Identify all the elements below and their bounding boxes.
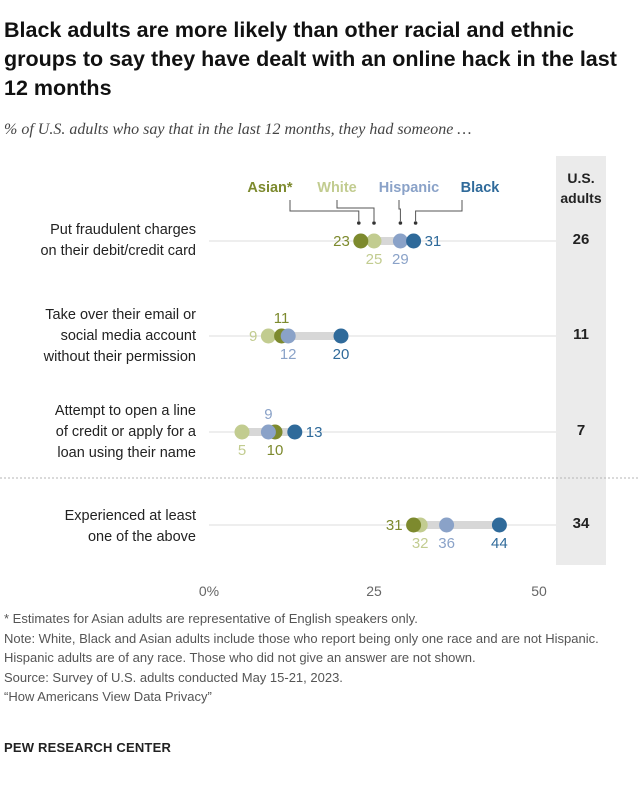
data-label-hispanic: 29 [392, 251, 409, 268]
us-adults-value: 26 [572, 231, 590, 248]
chart-title: Black adults are more likely than other … [4, 18, 617, 100]
note-source: Source: Survey of U.S. adults conducted … [4, 669, 343, 685]
legend-leader-end [413, 221, 418, 225]
x-tick-label: 50 [531, 583, 547, 599]
notes: * Estimates for Asian adults are represe… [4, 609, 629, 707]
data-label-black: 44 [491, 535, 508, 552]
legend-leader-black [415, 200, 463, 221]
us-adults-value: 7 [576, 422, 586, 439]
brand-logo-text: PEW RESEARCH CENTER [4, 740, 172, 755]
legend-leader-end [357, 221, 361, 225]
dot-hispanic [280, 328, 296, 344]
data-label-black: 31 [425, 233, 442, 250]
data-label-asian: 23 [333, 233, 350, 250]
x-tick-label: 0% [199, 583, 219, 599]
dot-plot: 0% 25 50 23 25 29 31 11 9 12 20 10 5 9 13 31 32 36 44 Asian… [0, 180, 640, 599]
note-report-title: “How Americans View Data Privacy” [4, 689, 212, 704]
data-label-hispanic: 36 [438, 535, 455, 552]
data-label-hispanic: 12 [280, 346, 297, 363]
dot-asian [353, 233, 369, 249]
row-label-line: without their permission [43, 349, 196, 365]
row-label-line: social media account [60, 328, 196, 344]
x-tick-label: 25 [366, 583, 382, 599]
data-label-white: 32 [412, 535, 429, 552]
dot-black [287, 424, 303, 440]
dot-white [366, 233, 382, 249]
row-label-line: loan using their name [57, 445, 196, 461]
row-label-line: of credit or apply for a [55, 424, 196, 440]
data-label-asian: 31 [386, 517, 403, 534]
row-label-any-of-above: Experienced at least one of the above [0, 506, 196, 548]
dot-white [260, 328, 276, 344]
legend-leader-white [336, 200, 375, 221]
chart-subtitle: % of U.S. adults who say that in the las… [4, 121, 472, 138]
legend-leader-end [398, 221, 403, 225]
legend-black: Black [461, 180, 501, 196]
row-label-credit-line: Attempt to open a line of credit or appl… [0, 401, 196, 464]
legend-asian: Asian* [247, 180, 292, 196]
dot-white [234, 424, 250, 440]
us-adults-header-line1: U.S. [567, 170, 595, 186]
row-label-line: Put fraudulent charges [50, 222, 196, 238]
data-label-white: 9 [249, 328, 257, 345]
row-label-line: Take over their email or [45, 307, 196, 323]
data-label-asian: 10 [267, 442, 284, 459]
us-adults-header-line2: adults [560, 190, 602, 206]
dot-black [491, 517, 507, 533]
dot-black [406, 233, 422, 249]
legend-white: White [317, 180, 356, 196]
row-label-email-takeover: Take over their email or social media ac… [0, 305, 196, 368]
dot-hispanic [260, 424, 276, 440]
us-adults-band [556, 156, 606, 565]
data-label-white: 5 [238, 442, 246, 459]
note-methodology: Note: White, Black and Asian adults incl… [4, 630, 599, 666]
data-label-hispanic: 9 [264, 406, 272, 423]
data-label-black: 20 [333, 346, 350, 363]
row-label-line: one of the above [87, 529, 196, 545]
dot-hispanic [439, 517, 455, 533]
row-label-line: on their debit/credit card [40, 243, 196, 259]
us-adults-value: 11 [573, 326, 589, 343]
row-label-line: Attempt to open a line [54, 403, 196, 419]
legend-leader-asian [289, 200, 360, 221]
row-label-line: Experienced at least [64, 508, 196, 524]
legend-leader-hispanic [398, 200, 401, 221]
dot-black [333, 328, 349, 344]
data-label-black: 13 [306, 424, 323, 441]
row-label-fraudulent-charges: Put fraudulent charges on their debit/cr… [0, 220, 196, 262]
dot-hispanic [392, 233, 408, 249]
dot-asian [406, 517, 422, 533]
data-label-asian: 11 [274, 310, 290, 327]
legend-leader-end [372, 221, 376, 225]
data-label-white: 25 [366, 251, 383, 268]
legend-hispanic: Hispanic [379, 180, 439, 196]
us-adults-value: 34 [572, 515, 590, 532]
note-asterisk: * Estimates for Asian adults are represe… [4, 611, 418, 626]
